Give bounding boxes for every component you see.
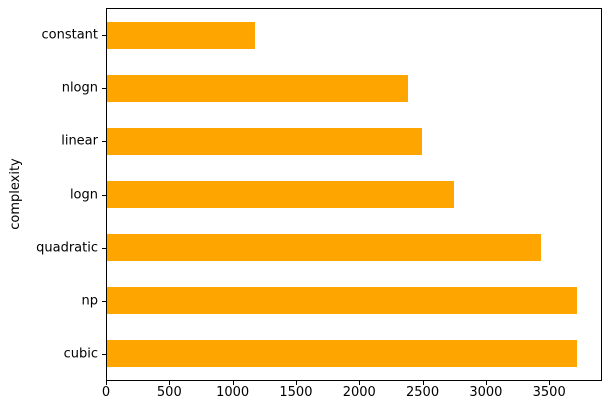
y-tick-label-constant: constant (41, 27, 98, 43)
bar-band-logn (107, 168, 601, 221)
x-tick-label-1500: 1500 (279, 385, 313, 400)
x-tick-mark-0 (106, 381, 107, 385)
y-tick-label-linear: linear (61, 133, 98, 149)
x-tick-label-500: 500 (156, 385, 182, 400)
plot-area (106, 8, 602, 381)
y-tick-label-np: np (81, 293, 99, 309)
x-tick-mark-3500 (549, 381, 550, 385)
bar-band-np (107, 274, 601, 327)
x-tick-mark-500 (169, 381, 170, 385)
bar-band-quadratic (107, 221, 601, 274)
y-tick-mark-logn (102, 195, 106, 196)
x-tick-mark-1000 (233, 381, 234, 385)
bar-nlogn (107, 75, 409, 102)
x-tick-label-2000: 2000 (342, 385, 376, 400)
x-tick-label-3500: 3500 (532, 385, 566, 400)
bar-band-nlogn (107, 62, 601, 115)
bar-linear (107, 128, 422, 155)
bar-band-constant (107, 9, 601, 62)
bar-constant (107, 22, 255, 49)
x-tick-mark-2000 (359, 381, 360, 385)
y-tick-mark-constant (102, 35, 106, 36)
y-tick-mark-nlogn (102, 88, 106, 89)
x-tick-label-2500: 2500 (406, 385, 440, 400)
x-tick-label-0: 0 (101, 385, 111, 400)
x-tick-mark-3000 (486, 381, 487, 385)
bar-band-linear (107, 115, 601, 168)
y-tick-mark-np (102, 301, 106, 302)
bar-logn (107, 181, 455, 208)
y-tick-mark-linear (102, 141, 106, 142)
bar-np (107, 287, 578, 314)
y-tick-label-nlogn: nlogn (61, 80, 98, 96)
x-tick-label-3000: 3000 (469, 385, 503, 400)
bar-quadratic (107, 234, 541, 261)
y-tick-label-quadratic: quadratic (36, 240, 98, 256)
y-tick-mark-cubic (102, 354, 106, 355)
y-tick-label-cubic: cubic (63, 346, 98, 362)
x-tick-mark-1500 (296, 381, 297, 385)
y-tick-label-logn: logn (69, 187, 98, 202)
bar-cubic (107, 340, 577, 367)
bar-band-cubic (107, 327, 601, 380)
x-tick-mark-2500 (423, 381, 424, 385)
y-tick-mark-quadratic (102, 248, 106, 249)
x-tick-label-1000: 1000 (216, 385, 250, 400)
